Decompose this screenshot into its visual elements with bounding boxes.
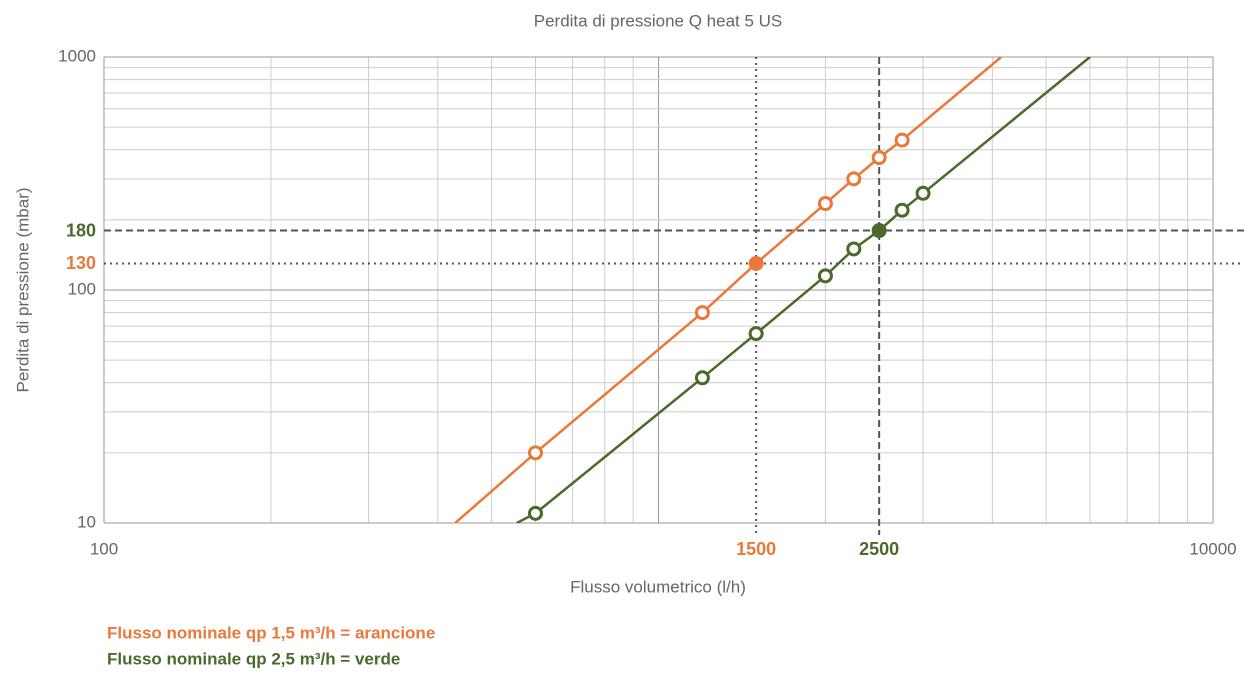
legend-entry: Flusso nominale qp 2,5 m³/h = verde: [107, 649, 400, 668]
data-point: [846, 171, 862, 187]
data-point: [871, 150, 887, 166]
reference-label: 2500: [859, 539, 899, 559]
y-tick-label: 1000: [58, 46, 96, 65]
series-line: [516, 57, 1091, 523]
reference-label: 180: [66, 220, 96, 240]
data-point: [694, 370, 710, 386]
data-point: [915, 185, 931, 201]
y-axis-label: Perdita di pressione (mbar): [13, 187, 32, 392]
data-point: [527, 445, 543, 461]
data-point: [748, 326, 764, 342]
data-point: [748, 255, 764, 271]
data-point: [817, 268, 833, 284]
data-point: [894, 202, 910, 218]
x-tick-label: 100: [90, 539, 118, 558]
reference-label: 1500: [736, 539, 776, 559]
reference-label: 130: [66, 253, 96, 273]
data-point: [846, 241, 862, 257]
data-point: [817, 196, 833, 212]
data-point: [871, 223, 887, 239]
data-point: [694, 305, 710, 321]
x-axis-label: Flusso volumetrico (l/h): [570, 577, 746, 596]
y-tick-label: 10: [77, 512, 96, 531]
data-point: [894, 132, 910, 148]
y-tick-label: 100: [68, 279, 96, 298]
chart-title: Perdita di pressione Q heat 5 US: [534, 11, 783, 30]
legend-entry: Flusso nominale qp 1,5 m³/h = arancione: [107, 623, 435, 642]
x-tick-label: 10000: [1189, 539, 1236, 558]
data-point: [527, 505, 543, 521]
